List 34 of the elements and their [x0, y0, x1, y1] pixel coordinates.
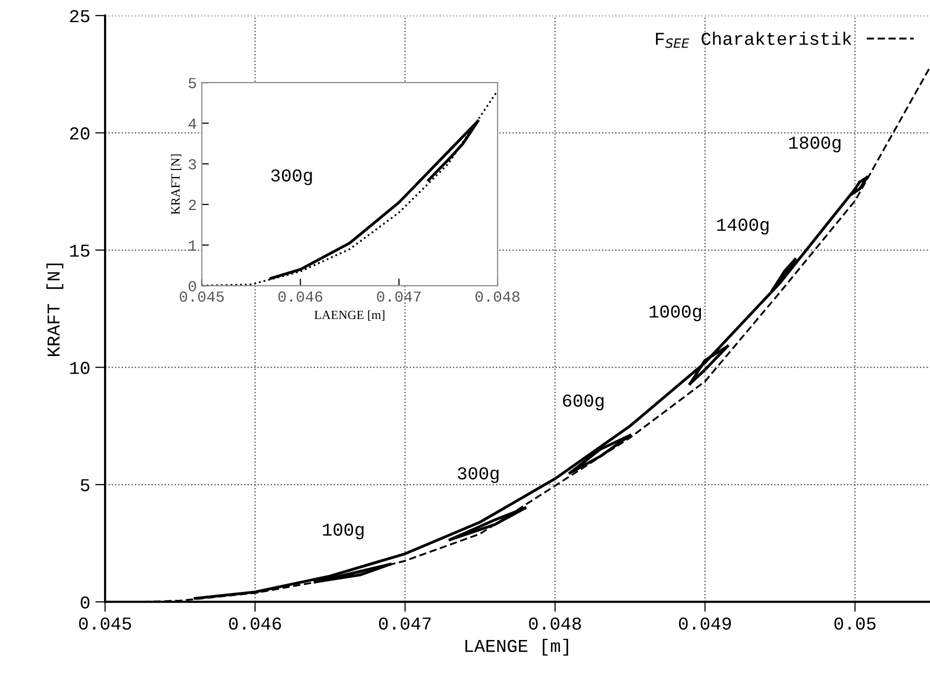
y-tick-label: 1	[188, 240, 196, 251]
annotation: 100g	[323, 524, 364, 540]
x-tick-label: 0.047	[376, 291, 421, 302]
annotation: 1800g	[789, 136, 840, 152]
y-tick-label: 0	[188, 281, 196, 292]
x-tick-label: 0.048	[476, 291, 520, 302]
x-axis-title: LAENGE [m]	[314, 310, 384, 321]
y-tick-label: 0	[80, 596, 90, 609]
y-tick-label: 2	[188, 200, 196, 210]
y-tick-label: 3	[188, 159, 196, 170]
annotation: 300g	[458, 467, 498, 484]
annotation: 1000g	[650, 305, 701, 322]
x-tick-label: 0.049	[679, 617, 731, 630]
legend-label: F$_{SEE}$ Charakteristik	[656, 32, 852, 48]
x-axis-title: LAENGE [m]	[465, 638, 568, 656]
y-tick-label: 20	[70, 127, 90, 140]
x-tick-label: 0.048	[529, 617, 581, 630]
annotation: 1400g	[717, 218, 768, 234]
y-tick-label: 5	[80, 479, 90, 492]
x-tick-label: 0.046	[229, 617, 281, 630]
y-axis-title: KRAFT [N]	[170, 154, 182, 214]
y-tick-label: 25	[70, 10, 90, 22]
x-tick-label: 0.047	[379, 617, 431, 630]
x-tick-label: 0.05	[834, 617, 876, 630]
y-tick-label: 5	[188, 78, 196, 88]
annotation: 600g	[563, 394, 604, 410]
y-tick-label: 4	[188, 118, 196, 129]
x-tick-label: 0.045	[180, 291, 224, 302]
annotation: 300g	[271, 169, 312, 186]
y-tick-label: 15	[70, 244, 90, 257]
y-axis-title: KRAFT [N]	[46, 264, 64, 356]
y-tick-label: 10	[70, 362, 90, 374]
x-tick-label: 0.046	[278, 291, 322, 302]
x-tick-label: 0.045	[79, 617, 132, 630]
